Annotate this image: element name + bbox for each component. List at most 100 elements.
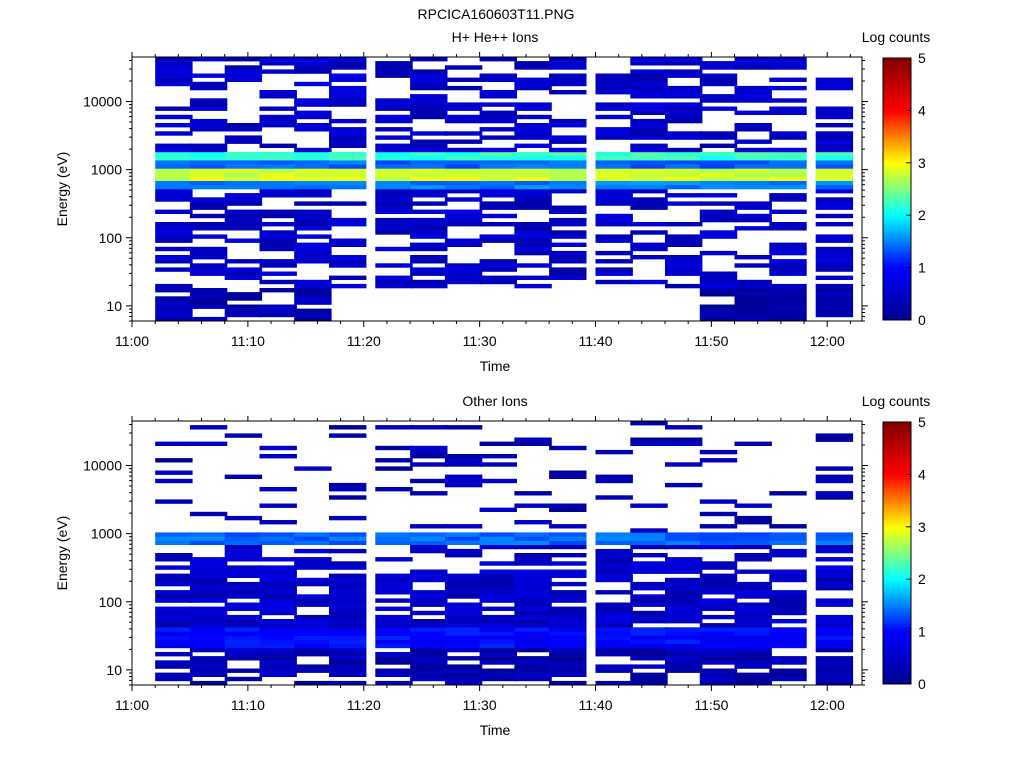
heatmap-cell: [410, 131, 448, 136]
heatmap-cell: [665, 581, 703, 587]
heatmap-cell: [375, 573, 413, 578]
heatmap-cell: [815, 676, 854, 682]
heatmap-cell: [224, 532, 263, 537]
colorbar-segment: [883, 136, 911, 140]
heatmap-cell: [595, 668, 633, 673]
heatmap-cell: [630, 57, 668, 62]
colorbar-segment: [883, 251, 911, 255]
heatmap-cell: [329, 590, 367, 595]
panel-other-ions: Other Ions 11:00 11:10 11:20 11:30 11:40 11:5…: [54, 393, 930, 738]
heatmap-cell: [734, 652, 772, 657]
heatmap-cell: [514, 180, 552, 186]
heatmap-cell: [815, 639, 854, 644]
heatmap-cell: [630, 676, 668, 682]
heatmap-cell: [224, 569, 263, 574]
heatmap-cell: [375, 217, 413, 223]
heatmap-cell: [294, 255, 332, 260]
colorbar-segment: [883, 571, 911, 575]
heatmap-cell: [630, 205, 668, 210]
heatmap-cell: [734, 213, 772, 219]
heatmap-cell: [769, 147, 807, 153]
heatmap-cell: [514, 668, 552, 673]
heatmap-cell: [410, 271, 448, 276]
heatmap-cell: [699, 308, 738, 313]
heatmap-cell: [815, 581, 854, 587]
heatmap-cell: [444, 586, 483, 591]
heatmap-cell: [549, 569, 587, 574]
heatmap-cell: [549, 151, 587, 157]
colorbar-segment: [883, 647, 911, 651]
heatmap-cell: [595, 197, 633, 202]
heatmap-cell: [375, 643, 413, 649]
heatmap-cell: [329, 98, 367, 103]
colorbar-segment: [883, 539, 911, 543]
x-tick-label: 11:50: [694, 697, 728, 713]
heatmap-cell: [549, 271, 587, 276]
heatmap-cell: [769, 168, 807, 173]
heatmap-cell: [294, 532, 332, 537]
heatmap-cell: [815, 197, 854, 202]
heatmap-cell: [329, 672, 367, 677]
heatmap-cell: [155, 73, 193, 78]
heatmap-cell: [259, 209, 297, 214]
colorbar-segment: [883, 513, 911, 517]
heatmap-cell: [815, 312, 854, 318]
colorbar-segment: [883, 202, 911, 206]
colorbar-segment: [883, 86, 911, 90]
heatmap-cell: [734, 610, 772, 616]
heatmap-cell: [259, 263, 297, 268]
heatmap-cell: [294, 189, 332, 194]
colorbar-segment: [883, 503, 911, 507]
heatmap-cell: [294, 176, 332, 181]
heatmap-cell: [479, 569, 517, 574]
heatmap-cell: [699, 164, 738, 169]
heatmap-cell: [514, 672, 552, 677]
heatmap-cell: [224, 292, 263, 297]
heatmap-cell: [815, 614, 854, 620]
heatmap-cell: [630, 536, 668, 541]
heatmap-cell: [224, 222, 263, 227]
heatmap-cell: [514, 520, 552, 525]
heatmap-cell: [155, 189, 193, 194]
heatmap-cell: [815, 660, 854, 665]
heatmap-cell: [595, 135, 633, 140]
heatmap-cell: [294, 114, 332, 120]
heatmap-cell: [514, 106, 552, 111]
heatmap-cell: [259, 635, 297, 640]
heatmap-cell: [630, 553, 668, 558]
heatmap-cell: [410, 267, 448, 272]
colorbar-segment: [883, 120, 911, 124]
heatmap-cell: [595, 131, 633, 136]
heatmap-cell: [224, 474, 263, 479]
heatmap-cell: [665, 85, 703, 91]
heatmap-cell: [259, 594, 297, 599]
heatmap-cell: [595, 127, 633, 132]
heatmap-cell: [189, 643, 228, 649]
heatmap-cell: [549, 668, 587, 673]
colorbar-segment: [883, 233, 911, 237]
heatmap-cell: [329, 647, 367, 653]
heatmap-cell: [630, 581, 668, 587]
colorbar-segment: [883, 469, 911, 473]
colorbar-segment: [883, 212, 911, 216]
heatmap-cell: [595, 590, 633, 595]
heatmap-cell: [769, 131, 807, 136]
colorbar-segment: [883, 642, 911, 646]
heatmap-cell: [699, 180, 738, 186]
heatmap-cell: [189, 660, 228, 665]
heatmap-cell: [375, 672, 413, 677]
heatmap-cell: [189, 234, 228, 239]
heatmap-cell: [665, 668, 703, 673]
heatmap-cell: [224, 193, 263, 198]
heatmap-cell: [734, 639, 772, 644]
heatmap-cell: [699, 639, 738, 644]
colorbar-segment: [883, 618, 911, 622]
heatmap-cell: [769, 577, 807, 583]
heatmap-cell: [189, 226, 228, 231]
heatmap-cell: [479, 57, 517, 62]
heatmap-cell: [699, 573, 738, 578]
heatmap-cell: [294, 217, 332, 223]
panel-h-he-ions: H+ He++ Ions 11:00 11:10 11:20 11:30 11:40 11…: [54, 29, 930, 374]
heatmap-cell: [815, 598, 854, 603]
heatmap-cell: [224, 536, 263, 541]
